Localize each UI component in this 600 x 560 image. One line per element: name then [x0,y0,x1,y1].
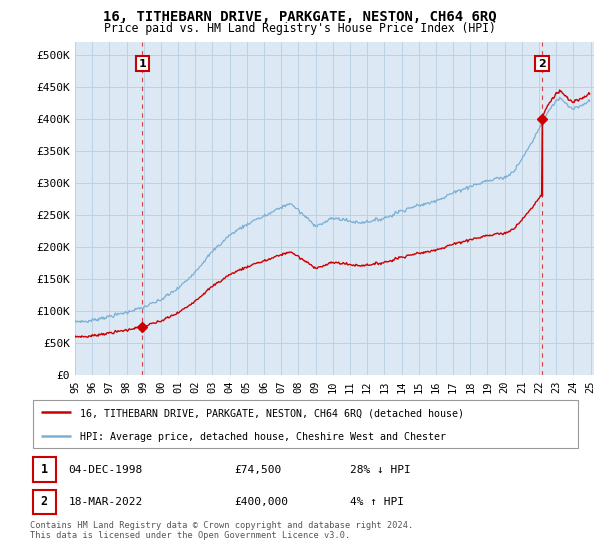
Text: 1: 1 [41,463,48,476]
FancyBboxPatch shape [33,489,56,514]
FancyBboxPatch shape [33,400,578,448]
Text: 2: 2 [41,496,48,508]
FancyBboxPatch shape [33,458,56,482]
Text: 4% ↑ HPI: 4% ↑ HPI [350,497,404,507]
Text: HPI: Average price, detached house, Cheshire West and Chester: HPI: Average price, detached house, Ches… [80,432,446,442]
Text: 16, TITHEBARN DRIVE, PARKGATE, NESTON, CH64 6RQ: 16, TITHEBARN DRIVE, PARKGATE, NESTON, C… [103,10,497,24]
Text: Price paid vs. HM Land Registry's House Price Index (HPI): Price paid vs. HM Land Registry's House … [104,22,496,35]
Text: 28% ↓ HPI: 28% ↓ HPI [350,465,411,475]
Text: £74,500: £74,500 [234,465,281,475]
Text: 04-DEC-1998: 04-DEC-1998 [68,465,143,475]
Text: Contains HM Land Registry data © Crown copyright and database right 2024.
This d: Contains HM Land Registry data © Crown c… [30,521,413,540]
Text: 1: 1 [139,59,146,69]
Text: 18-MAR-2022: 18-MAR-2022 [68,497,143,507]
Text: 16, TITHEBARN DRIVE, PARKGATE, NESTON, CH64 6RQ (detached house): 16, TITHEBARN DRIVE, PARKGATE, NESTON, C… [80,409,464,418]
Text: 2: 2 [538,59,546,69]
Text: £400,000: £400,000 [234,497,288,507]
